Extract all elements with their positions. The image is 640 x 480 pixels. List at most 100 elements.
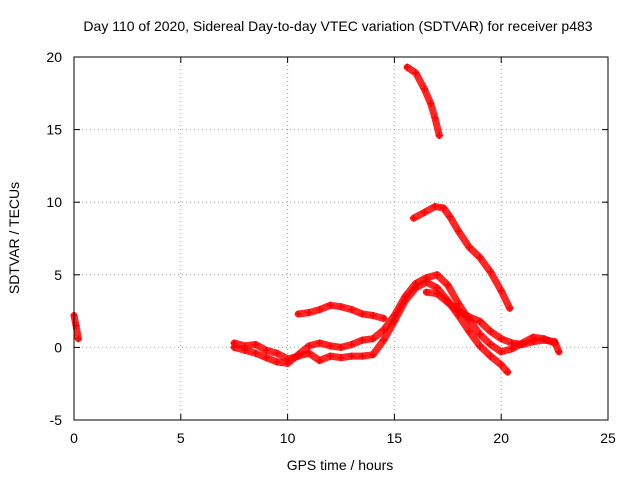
data-point [454, 300, 462, 308]
y-tick-label: 5 [54, 267, 62, 283]
data-point [465, 313, 473, 321]
data-point [465, 327, 473, 335]
chart-title: Day 110 of 2020, Sidereal Day-to-day VTE… [83, 18, 592, 34]
data-point [422, 274, 430, 282]
data-point [316, 306, 324, 314]
x-tick-label: 20 [493, 430, 509, 446]
data-point [497, 361, 505, 369]
data-point [476, 330, 484, 338]
data-point [431, 203, 439, 211]
data-point [369, 311, 377, 319]
data-point [305, 342, 313, 350]
data-point [431, 114, 439, 122]
data-point [262, 346, 270, 354]
data-point [433, 290, 441, 298]
data-point [348, 352, 356, 360]
y-tick-label: 10 [46, 194, 62, 210]
data-point [358, 310, 366, 318]
data-point [326, 352, 334, 360]
data-point [440, 204, 448, 212]
data-point [358, 352, 366, 360]
data-point [230, 343, 238, 351]
data-point [497, 287, 505, 295]
data-point [412, 280, 420, 288]
data-point [305, 349, 313, 357]
data-point [316, 339, 324, 347]
data-point [476, 317, 484, 325]
data-point [444, 298, 452, 306]
data-point [508, 339, 516, 347]
data-point [444, 281, 452, 289]
data-point [294, 310, 302, 318]
data-point [369, 335, 377, 343]
series-arc-c [410, 203, 514, 312]
y-tick-label: -5 [50, 412, 63, 428]
x-tick-label: 5 [177, 430, 185, 446]
data-point [497, 335, 505, 343]
series-layer [70, 63, 563, 376]
x-axis-label: GPS time / hours [287, 457, 394, 473]
y-tick-label: 15 [46, 122, 62, 138]
data-point [390, 311, 398, 319]
data-point [273, 349, 281, 357]
data-point [273, 358, 281, 366]
data-point [358, 336, 366, 344]
data-point [427, 99, 435, 107]
data-point [476, 253, 484, 261]
data-point [369, 351, 377, 359]
data-point [294, 351, 302, 359]
data-point [380, 336, 388, 344]
data-point [555, 348, 563, 356]
data-point [337, 354, 345, 362]
data-point [252, 340, 260, 348]
data-point [305, 309, 313, 317]
data-point [446, 213, 454, 221]
data-point [380, 314, 388, 322]
data-point [487, 268, 495, 276]
data-point [380, 326, 388, 334]
data-point [487, 327, 495, 335]
data-point [410, 214, 418, 222]
data-point [454, 307, 462, 315]
data-point [316, 356, 324, 364]
data-point [412, 69, 420, 77]
data-point [326, 301, 334, 309]
data-point [529, 338, 537, 346]
data-point [348, 340, 356, 348]
data-point [519, 340, 527, 348]
y-axis-label: SDTVAR / TECUs [6, 182, 22, 294]
data-point [348, 306, 356, 314]
data-point [506, 304, 514, 312]
data-point [433, 271, 441, 279]
data-point [74, 335, 82, 343]
data-point [465, 243, 473, 251]
x-tick-label: 0 [70, 430, 78, 446]
data-point [551, 338, 559, 346]
data-point [487, 352, 495, 360]
ticks: 0 5 10 15 20 25 -5 0 5 10 15 20 [46, 49, 616, 446]
plot-border [73, 56, 609, 421]
data-point [435, 131, 443, 139]
data-point [420, 85, 428, 93]
data-point [540, 336, 548, 344]
data-point [284, 359, 292, 367]
data-point [252, 349, 260, 357]
series-arc-f [294, 301, 388, 322]
data-point [241, 346, 249, 354]
data-point [403, 63, 411, 71]
data-point [454, 227, 462, 235]
data-point [401, 293, 409, 301]
y-tick-label: 20 [46, 49, 62, 65]
data-point [337, 303, 345, 311]
data-point [262, 354, 270, 362]
x-tick-label: 25 [600, 430, 616, 446]
data-point [420, 208, 428, 216]
y-tick-label: 0 [54, 339, 62, 355]
data-point [337, 343, 345, 351]
data-point [476, 342, 484, 350]
series-arc-b [403, 63, 443, 139]
data-point [497, 348, 505, 356]
x-tick-label: 10 [280, 430, 296, 446]
data-point [487, 340, 495, 348]
